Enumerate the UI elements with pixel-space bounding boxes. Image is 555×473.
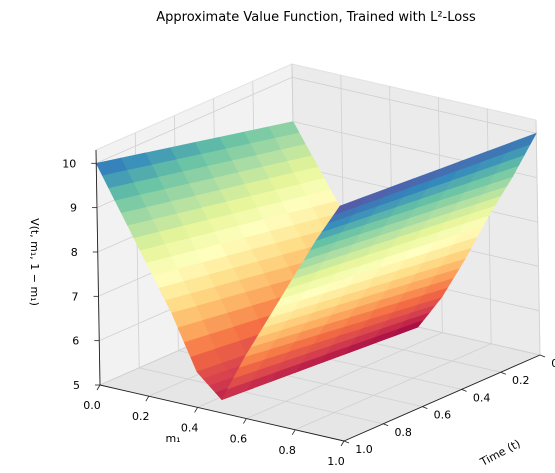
y-tick-label: 0.8 (394, 426, 412, 439)
y-tick-mark (383, 423, 389, 427)
x-tick-mark (340, 440, 345, 447)
y-tick-label: 0.2 (512, 374, 530, 387)
z-tick-label: 7 (71, 290, 78, 303)
x-tick-mark (194, 407, 198, 413)
x-tick-mark (145, 395, 150, 402)
axes-lines (91, 149, 546, 447)
z-tick-label: 8 (71, 246, 78, 259)
tick-labels: 0.0 0.2 0.4 0.6 0.8 1.0 0.0 0.2 0.4 0.6 0.8 1.0 5 6 7 8… (62, 157, 555, 468)
y-tick-label: 0.0 (551, 357, 555, 370)
y-tick-mark (422, 406, 428, 409)
z-tick-label: 6 (72, 335, 79, 348)
y-tick-label: 0.6 (434, 409, 452, 422)
x-tick-mark (291, 429, 296, 436)
y-tick-label: 1.0 (355, 443, 373, 456)
x-tick-mark (96, 384, 101, 391)
x-axis-label: m₁ (165, 432, 180, 445)
z-tick-label: 9 (70, 202, 77, 215)
y-axis-line (343, 354, 541, 442)
y-tick-mark (500, 371, 506, 375)
y-tick-mark (461, 389, 467, 392)
z-axis-line (95, 149, 101, 386)
x-tick-label: 0.2 (132, 410, 150, 423)
z-axis-label: V(t, m₁, 1 − m₁) (28, 218, 41, 306)
x-axis-line (99, 384, 345, 442)
z-tick-label: 5 (73, 379, 80, 392)
y-tick-mark (539, 354, 546, 358)
chart-title: Approximate Value Function, Trained with… (156, 10, 476, 25)
y-axis-label: Time (t) (477, 437, 522, 469)
x-tick-label: 0.6 (230, 433, 248, 446)
x-tick-label: 0.0 (83, 399, 101, 412)
x-tick-mark (243, 418, 247, 424)
x-tick-label: 0.8 (278, 444, 296, 457)
y-tick-label: 0.4 (473, 391, 491, 404)
z-tick-label: 10 (62, 157, 76, 170)
x-tick-label: 1.0 (327, 455, 345, 468)
x-tick-label: 0.4 (181, 421, 199, 434)
surface-facet (333, 196, 366, 216)
y-tick-mark (343, 440, 350, 444)
value-surface (95, 121, 537, 401)
